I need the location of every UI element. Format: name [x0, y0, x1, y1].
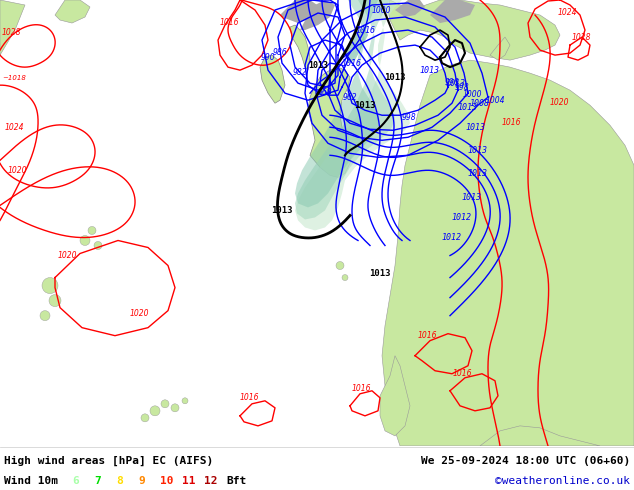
Polygon shape	[295, 0, 395, 220]
Text: 6: 6	[72, 476, 79, 486]
Text: 1020: 1020	[130, 309, 150, 318]
Text: 968: 968	[318, 88, 332, 97]
Text: 10: 10	[160, 476, 174, 486]
Text: 1016: 1016	[352, 384, 372, 393]
Polygon shape	[382, 60, 634, 446]
Text: 1004: 1004	[485, 96, 505, 105]
Polygon shape	[388, 0, 560, 60]
Text: 1013: 1013	[462, 193, 482, 202]
Text: 1008: 1008	[470, 98, 490, 108]
Text: 1016: 1016	[342, 59, 362, 68]
Text: 1012: 1012	[452, 213, 472, 222]
Text: 1013: 1013	[468, 169, 488, 178]
Circle shape	[342, 274, 348, 281]
Text: 998: 998	[402, 113, 417, 122]
Polygon shape	[308, 67, 352, 177]
Text: 1020: 1020	[550, 98, 569, 107]
Text: 1016: 1016	[220, 18, 240, 27]
Text: 1016: 1016	[502, 118, 522, 127]
Text: 986: 986	[273, 48, 287, 57]
Text: 8: 8	[116, 476, 123, 486]
Polygon shape	[55, 0, 90, 23]
Text: We 25-09-2024 18:00 UTC (06+60): We 25-09-2024 18:00 UTC (06+60)	[421, 456, 630, 466]
Circle shape	[40, 311, 50, 320]
Circle shape	[171, 404, 179, 412]
Polygon shape	[0, 0, 25, 55]
Circle shape	[161, 400, 169, 408]
Text: 1013: 1013	[445, 79, 465, 88]
Text: 1016: 1016	[418, 331, 437, 340]
Circle shape	[150, 406, 160, 416]
Polygon shape	[300, 0, 335, 30]
Polygon shape	[345, 27, 368, 63]
Polygon shape	[290, 25, 310, 70]
Text: 1013: 1013	[458, 103, 478, 112]
Polygon shape	[395, 0, 425, 17]
Circle shape	[141, 414, 149, 422]
Text: 1013: 1013	[308, 61, 328, 70]
Text: 7: 7	[94, 476, 101, 486]
Text: 1012: 1012	[442, 233, 462, 242]
Polygon shape	[480, 426, 600, 446]
Text: ©weatheronline.co.uk: ©weatheronline.co.uk	[495, 476, 630, 486]
Circle shape	[80, 236, 90, 245]
Text: Bft: Bft	[226, 476, 246, 486]
Circle shape	[94, 242, 102, 249]
Circle shape	[336, 262, 344, 270]
Text: 11: 11	[182, 476, 195, 486]
Text: 1016: 1016	[240, 393, 259, 402]
Text: 1020: 1020	[58, 250, 77, 260]
Circle shape	[42, 277, 58, 294]
Polygon shape	[260, 55, 285, 103]
Polygon shape	[380, 356, 410, 436]
Text: 962: 962	[343, 93, 358, 102]
Text: 1000: 1000	[372, 6, 392, 15]
Text: 996: 996	[444, 78, 459, 87]
Text: High wind areas [hPa] EC (AIFS): High wind areas [hPa] EC (AIFS)	[4, 456, 213, 466]
Text: 1013: 1013	[271, 206, 293, 215]
Text: 1013: 1013	[354, 101, 376, 110]
Text: 990: 990	[261, 53, 275, 62]
Text: 1013: 1013	[465, 123, 485, 132]
Text: ~1018: ~1018	[2, 75, 26, 81]
Polygon shape	[310, 10, 320, 18]
Text: 982: 982	[293, 68, 307, 77]
Text: 1000: 1000	[462, 90, 482, 99]
Text: 1016: 1016	[355, 25, 375, 35]
Polygon shape	[280, 0, 320, 23]
Text: Wind 10m: Wind 10m	[4, 476, 58, 486]
Text: 1016: 1016	[453, 369, 472, 378]
Text: 1013: 1013	[369, 269, 391, 278]
Text: 1028: 1028	[572, 33, 592, 42]
Text: 9: 9	[138, 476, 145, 486]
Polygon shape	[430, 0, 475, 23]
Polygon shape	[490, 37, 510, 60]
Text: 12: 12	[204, 476, 217, 486]
Circle shape	[49, 294, 61, 307]
Text: 1013: 1013	[420, 66, 440, 74]
Polygon shape	[295, 0, 410, 230]
Text: 1013: 1013	[384, 73, 406, 82]
Circle shape	[88, 226, 96, 235]
Text: 1013: 1013	[468, 146, 488, 155]
Text: 1020: 1020	[8, 166, 27, 175]
Text: 1028: 1028	[2, 28, 22, 37]
Text: 1024: 1024	[5, 123, 25, 132]
Circle shape	[182, 398, 188, 404]
Text: 998: 998	[455, 83, 469, 92]
Polygon shape	[295, 0, 378, 207]
Text: 1024: 1024	[558, 8, 578, 17]
